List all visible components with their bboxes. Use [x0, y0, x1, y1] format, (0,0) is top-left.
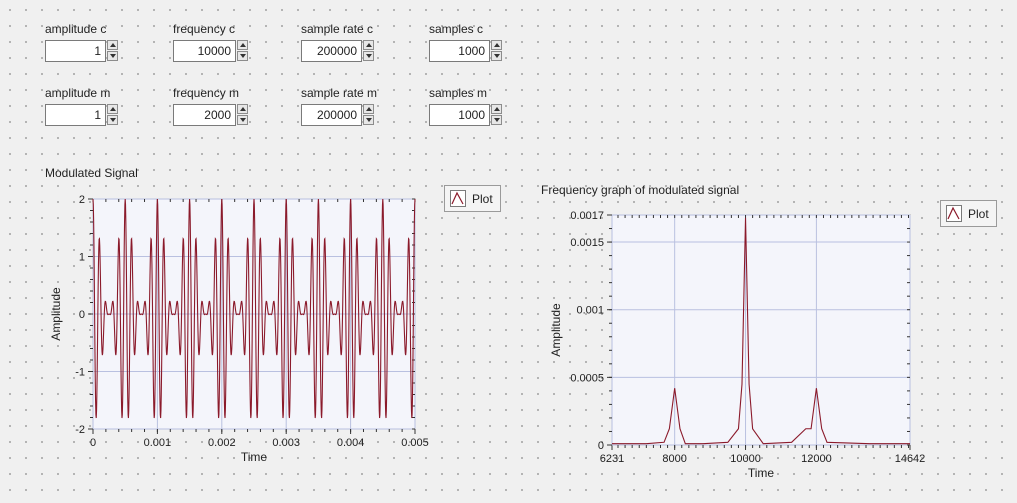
numeric-stepper: 2000: [173, 104, 248, 126]
spinner: [107, 40, 118, 62]
frequency-graph-chart: 6231 8000 10000 12000 14642 0.0017 0.0015 0.001…: [549, 210, 926, 480]
y-tick-label: 0: [598, 440, 604, 452]
spinner: [237, 40, 248, 62]
y-tick-label: 0.0017: [570, 210, 604, 222]
control-label: sample rate c: [301, 22, 374, 36]
plot-button-frequency[interactable]: Plot: [940, 200, 997, 227]
y-tick-label: 2: [79, 194, 85, 206]
y-tick-label: 0.0015: [570, 237, 604, 249]
y-tick-label: 0.001: [576, 305, 604, 317]
numeric-input[interactable]: 2000: [173, 104, 236, 126]
y-axis-title: Amplitude: [549, 303, 563, 357]
control-label: amplitude c: [45, 22, 107, 36]
line-chart-icon: [450, 190, 466, 207]
spinner: [363, 40, 374, 62]
numeric-input[interactable]: 1000: [429, 104, 490, 126]
spinner: [491, 40, 502, 62]
numeric-input[interactable]: 1: [45, 40, 106, 62]
decrement-arrow-icon[interactable]: [363, 115, 374, 125]
x-tick-label: 14642: [895, 453, 926, 465]
modulated-signal-title: Modulated Signal: [45, 166, 138, 180]
spinner: [107, 104, 118, 126]
series-line: [612, 217, 910, 445]
control-label: samples m: [429, 86, 488, 100]
numeric-input[interactable]: 200000: [301, 40, 362, 62]
numeric-input[interactable]: 1: [45, 104, 106, 126]
y-tick-label: 0.0005: [570, 372, 604, 384]
x-tick-label: 10000: [730, 453, 761, 465]
x-tick-label: 0.002: [208, 437, 236, 449]
decrement-arrow-icon[interactable]: [237, 51, 248, 61]
frequency-graph-title: Frequency graph of modulated signal: [541, 183, 740, 197]
numeric-input[interactable]: 10000: [173, 40, 236, 62]
x-axis-title: Time: [241, 450, 268, 464]
decrement-arrow-icon[interactable]: [237, 115, 248, 125]
x-tick-label: 12000: [801, 453, 832, 465]
increment-arrow-icon[interactable]: [237, 104, 248, 114]
x-tick-label: 0.004: [337, 437, 365, 449]
plot-button-signal[interactable]: Plot: [444, 185, 501, 212]
increment-arrow-icon[interactable]: [107, 104, 118, 114]
numeric-stepper: 1000: [429, 40, 502, 62]
modulated-signal-chart: 0 0.001 0.002 0.003 0.004 0.005 2 1 0 -1 -2 Time Amp…: [49, 194, 429, 464]
control-label: frequency m: [173, 86, 240, 100]
numeric-stepper: 1000: [429, 104, 502, 126]
numeric-stepper: 200000: [301, 104, 374, 126]
plot-button-label: Plot: [968, 206, 989, 221]
increment-arrow-icon[interactable]: [491, 104, 502, 114]
numeric-stepper: 10000: [173, 40, 248, 62]
plot-button-label: Plot: [472, 191, 493, 206]
x-tick-label: 8000: [662, 453, 686, 465]
numeric-stepper: 1: [45, 104, 118, 126]
numeric-input[interactable]: 200000: [301, 104, 362, 126]
decrement-arrow-icon[interactable]: [107, 51, 118, 61]
increment-arrow-icon[interactable]: [107, 40, 118, 50]
x-tick-label: 6231: [600, 453, 624, 465]
control-label: samples c: [429, 22, 484, 36]
x-tick-label: 0.003: [272, 437, 300, 449]
spinner: [363, 104, 374, 126]
control-label: amplitude m: [45, 86, 111, 100]
x-tick-label: 0.005: [401, 437, 429, 449]
y-tick-label: 1: [79, 252, 85, 264]
y-axis-title: Amplitude: [49, 287, 63, 341]
control-label: frequency c: [173, 22, 236, 36]
numeric-stepper: 1: [45, 40, 118, 62]
spinner: [237, 104, 248, 126]
decrement-arrow-icon[interactable]: [491, 115, 502, 125]
decrement-arrow-icon[interactable]: [107, 115, 118, 125]
decrement-arrow-icon[interactable]: [363, 51, 374, 61]
increment-arrow-icon[interactable]: [237, 40, 248, 50]
increment-arrow-icon[interactable]: [363, 104, 374, 114]
control-label: sample rate m: [301, 86, 378, 100]
x-tick-label: 0: [90, 437, 96, 449]
numeric-stepper: 200000: [301, 40, 374, 62]
x-axis-title: Time: [748, 466, 775, 480]
increment-arrow-icon[interactable]: [363, 40, 374, 50]
decrement-arrow-icon[interactable]: [491, 51, 502, 61]
increment-arrow-icon[interactable]: [491, 40, 502, 50]
y-tick-label: -2: [75, 424, 85, 436]
plot-area: [611, 214, 911, 446]
line-chart-icon: [946, 205, 962, 222]
x-tick-label: 0.001: [144, 437, 172, 449]
y-tick-label: -1: [75, 367, 85, 379]
series-line: [92, 198, 416, 419]
y-tick-label: 0: [79, 309, 85, 321]
numeric-input[interactable]: 1000: [429, 40, 490, 62]
spinner: [491, 104, 502, 126]
